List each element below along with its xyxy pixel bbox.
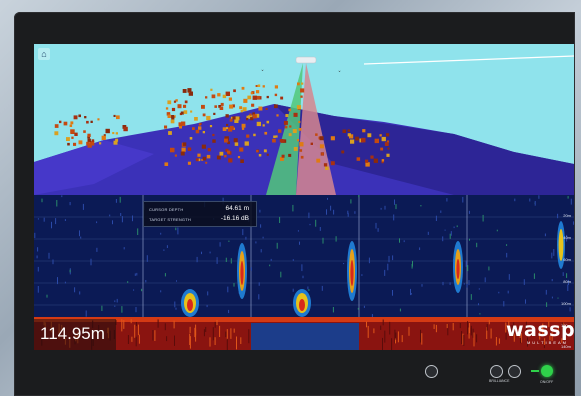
target-strength-row: TARGET STRENGTH -16.16 dB bbox=[149, 214, 249, 224]
depth-scale-label: 40m bbox=[563, 235, 571, 240]
target-strength-value: -16.16 dB bbox=[220, 215, 249, 222]
target-strength-label: TARGET STRENGTH bbox=[149, 217, 191, 222]
depth-readout-value: 114.95m bbox=[40, 324, 105, 343]
depth-scale-label: 60m bbox=[563, 257, 571, 262]
fish-school-targets bbox=[54, 82, 390, 170]
status-led bbox=[531, 370, 539, 372]
seafloor-highlight bbox=[34, 140, 154, 195]
seafloor-echo-top bbox=[34, 317, 574, 322]
echo-noise bbox=[34, 195, 574, 320]
3d-seafloor-view[interactable]: ˇ ˇ ⌂ bbox=[34, 44, 574, 195]
brilliance-down-button[interactable] bbox=[490, 365, 503, 378]
sonar-screen: ˇ ˇ ⌂ bbox=[34, 44, 574, 350]
brilliance-label: BRILLIANCE bbox=[489, 379, 510, 383]
depth-scale-label: 100m bbox=[560, 301, 571, 306]
cursor-depth-label: CURSOR DEPTH bbox=[149, 207, 184, 212]
power-button[interactable] bbox=[541, 365, 553, 377]
depth-scale-label: 140m bbox=[560, 344, 571, 349]
depth-scale-label: 80m bbox=[563, 279, 571, 284]
depth-scale-label: 120m bbox=[560, 323, 571, 328]
logo-brand: wassp bbox=[506, 319, 574, 341]
menu-knob-button[interactable] bbox=[425, 365, 438, 378]
bird-icon: ˇ bbox=[338, 71, 341, 78]
seafloor-echo-gap bbox=[251, 323, 359, 350]
brilliance-up-button[interactable] bbox=[508, 365, 521, 378]
logo-subtitle: MULTIBEAM bbox=[526, 340, 568, 345]
cursor-depth-value: 64.61 m bbox=[225, 205, 250, 212]
cursor-depth-row: CURSOR DEPTH 64.61 m bbox=[149, 204, 249, 214]
depth-scale-label: 20m bbox=[563, 213, 571, 218]
echogram-plot bbox=[34, 195, 574, 350]
starboard-beam bbox=[266, 63, 303, 195]
cursor-info-panel: CURSOR DEPTH 64.61 m TARGET STRENGTH -16… bbox=[143, 201, 257, 227]
wassp-logo: wassp MULTIBEAM bbox=[506, 319, 574, 346]
port-beam bbox=[296, 63, 336, 195]
power-label: ON/OFF bbox=[540, 380, 554, 384]
depth-readout-panel: 114.95m bbox=[34, 319, 116, 350]
sea-surface-line bbox=[363, 55, 574, 65]
fish-marks bbox=[181, 221, 565, 317]
bird-icon: ˇ bbox=[261, 70, 264, 77]
vessel-icon bbox=[295, 56, 317, 64]
seafloor-shadow bbox=[274, 104, 574, 195]
echogram-view[interactable]: CURSOR DEPTH 64.61 m TARGET STRENGTH -16… bbox=[34, 195, 574, 350]
3d-scene: ˇ ˇ bbox=[34, 55, 574, 195]
home-icon[interactable]: ⌂ bbox=[38, 48, 50, 60]
